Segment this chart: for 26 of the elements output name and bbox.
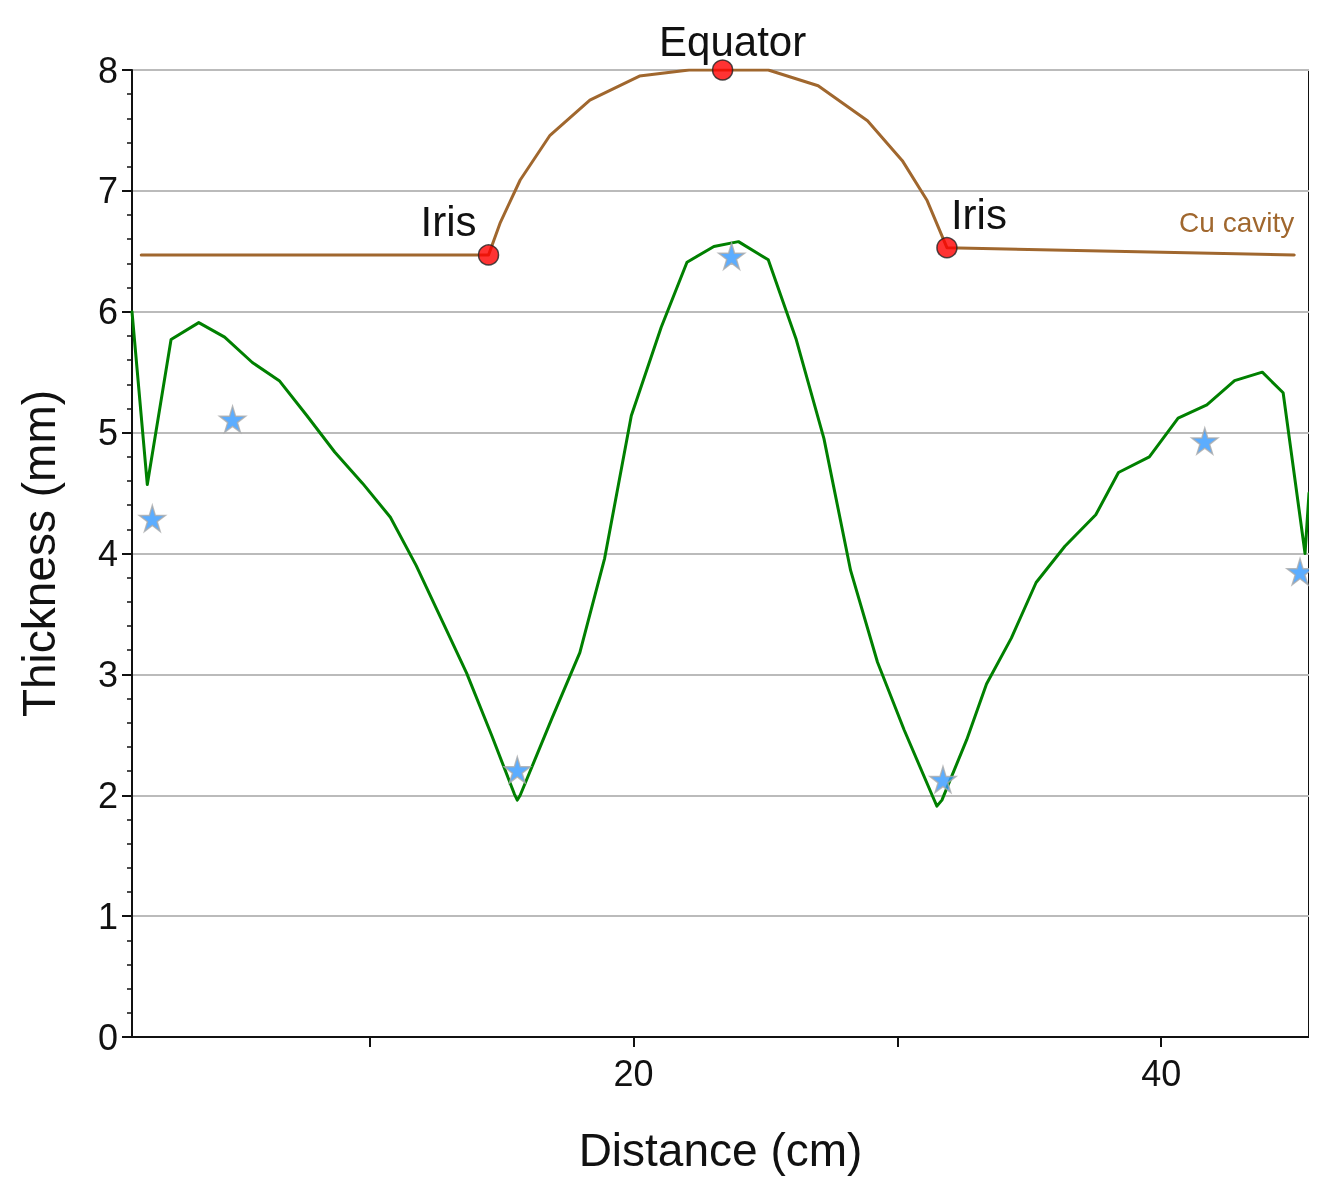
annotation: Iris <box>420 198 477 246</box>
annotation: Iris <box>950 191 1007 239</box>
point <box>929 765 957 794</box>
point <box>503 756 532 784</box>
x-axis-title: Distance (cm) <box>578 1124 863 1176</box>
y-tick-label: 7 <box>97 170 118 212</box>
point <box>138 504 167 533</box>
y-tick-label: 0 <box>97 1016 118 1058</box>
y-tick-label: 2 <box>97 774 118 816</box>
line-series <box>130 240 1309 808</box>
x-tick-label: 40 <box>1141 1052 1182 1094</box>
y-tick-label: 3 <box>97 653 118 695</box>
y-tick-label: 1 <box>97 895 118 937</box>
point <box>936 236 958 259</box>
series-label: Cu cavity <box>1179 207 1295 239</box>
point <box>477 244 500 266</box>
annotation: Equator <box>659 17 807 65</box>
y-tick-label: 6 <box>97 291 118 333</box>
y-tick-label: 4 <box>97 533 118 574</box>
point <box>218 405 247 434</box>
y-axis-title: Thickness (mm) <box>13 389 65 718</box>
point <box>1191 427 1219 455</box>
point <box>717 242 746 270</box>
y-tick-label: 8 <box>97 49 118 91</box>
x-tick-label: 20 <box>613 1052 654 1094</box>
y-tick-label: 5 <box>97 412 118 454</box>
